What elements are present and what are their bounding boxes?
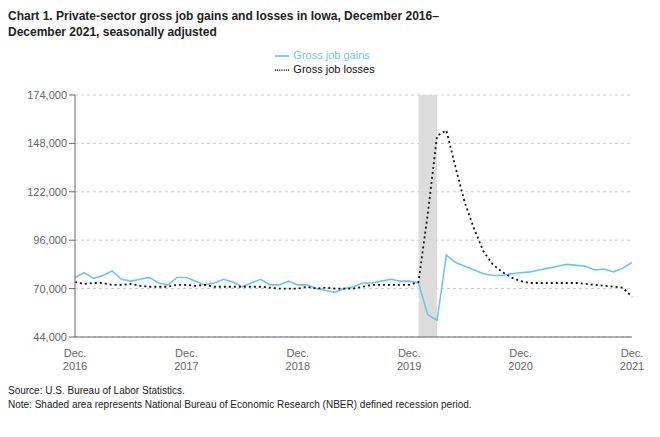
svg-text:Dec.2019: Dec.2019 bbox=[397, 347, 421, 372]
html-text:Chart 1. Private-sector gross: Chart 1. Private-sector gross job gains … bbox=[8, 9, 439, 23]
html-text:Note: Shaded area represents N: Note: Shaded area represents National Bu… bbox=[8, 399, 472, 410]
svg-text:122,000: 122,000 bbox=[27, 186, 67, 198]
svg-text:148,000: 148,000 bbox=[27, 137, 67, 149]
html-text:December 2021, seasonally adju: December 2021, seasonally adjusted bbox=[8, 25, 217, 39]
svg-text:70,000: 70,000 bbox=[33, 283, 67, 295]
svg-text:Dec.2020: Dec.2020 bbox=[508, 347, 532, 372]
svg-text:44,000: 44,000 bbox=[33, 331, 67, 343]
svg-text:96,000: 96,000 bbox=[33, 234, 67, 246]
html-text:Source: U.S. Bureau of Labor S: Source: U.S. Bureau of Labor Statistics. bbox=[8, 385, 185, 396]
svg-text:Dec.2021: Dec.2021 bbox=[620, 347, 644, 372]
svg-text:Dec.2016: Dec.2016 bbox=[63, 347, 87, 372]
html-text:Gross job losses: Gross job losses bbox=[293, 63, 375, 76]
svg-text:Dec.2018: Dec.2018 bbox=[286, 347, 310, 372]
html-text:Gross job gains: Gross job gains bbox=[293, 49, 370, 61]
svg-text:174,000: 174,000 bbox=[27, 89, 67, 101]
svg-text:Dec.2017: Dec.2017 bbox=[174, 347, 198, 372]
